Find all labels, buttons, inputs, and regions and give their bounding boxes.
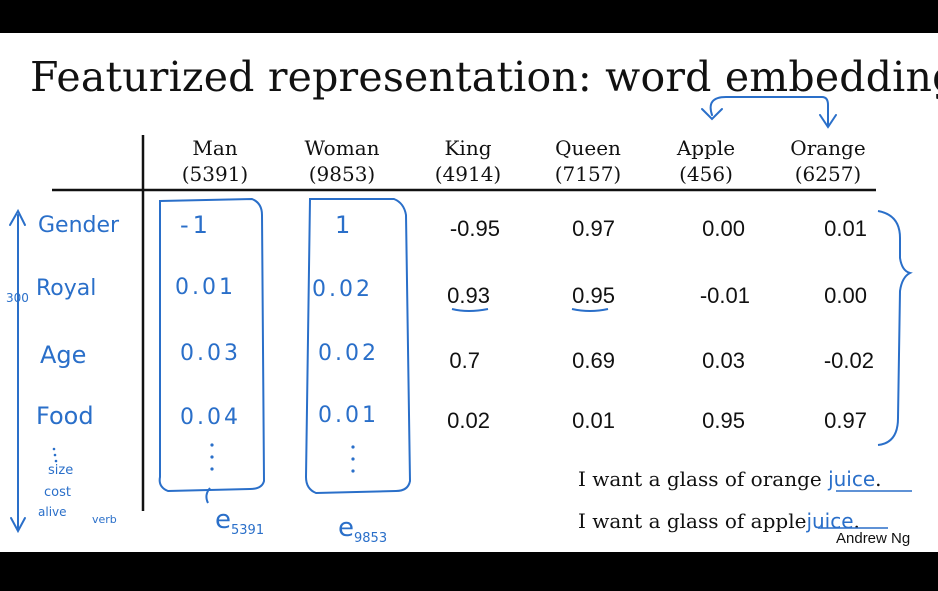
column-index: (7157) xyxy=(554,162,622,186)
apple-value-royal: -0.01 xyxy=(699,283,750,308)
apple-orange-arrow xyxy=(701,96,837,129)
orange-value-food: 0.97 xyxy=(824,408,867,433)
feature-label-size: size xyxy=(48,463,74,478)
sentence-blank: juice xyxy=(806,509,854,533)
orange-value-age: -0.02 xyxy=(823,348,874,373)
sentence-text: I want a glass of orange xyxy=(578,467,822,491)
embedding-base: e xyxy=(338,513,354,543)
queen-value-food: 0.01 xyxy=(572,408,615,433)
feature-label-alive: alive xyxy=(38,505,67,519)
feature-label-age: Age xyxy=(40,341,87,369)
woman-value-gender: 1 xyxy=(335,211,351,239)
sentence-end: . xyxy=(853,509,860,533)
column-word: Apple xyxy=(676,136,736,160)
queen-royal-underline xyxy=(571,308,609,312)
feature-vector-brace xyxy=(877,210,913,446)
queen-value-gender: 0.97 xyxy=(572,216,615,241)
column-word: Woman xyxy=(304,136,380,160)
column-index: (9853) xyxy=(308,162,376,186)
embedding-label-woman: e9853 xyxy=(338,513,387,546)
king-value-food: 0.02 xyxy=(447,408,490,433)
feature-label-royal: Royal xyxy=(36,276,97,301)
column-header-woman: Woman (9853) xyxy=(282,135,402,187)
feature-label-food: Food xyxy=(36,402,94,430)
woman-embedding-box xyxy=(304,198,412,495)
column-word: Orange xyxy=(790,136,866,160)
embedding-subscript: 5391 xyxy=(231,523,265,539)
continuation-dots xyxy=(52,443,355,473)
feature-label-cost: cost xyxy=(44,485,71,500)
column-header-king: King (4914) xyxy=(408,135,528,187)
slide-title: Featurized representation: word embeddin… xyxy=(30,53,938,101)
woman-value-age: 0.02 xyxy=(318,341,379,366)
column-word: Man xyxy=(192,136,238,160)
column-header-man: Man (5391) xyxy=(155,135,275,187)
column-header-orange: Orange (6257) xyxy=(768,135,888,187)
man-value-food: 0.04 xyxy=(180,405,241,430)
sentence-end: . xyxy=(875,467,882,491)
apple-value-food: 0.95 xyxy=(702,408,745,433)
column-index: (456) xyxy=(679,162,733,186)
man-value-gender: -1 xyxy=(180,211,212,239)
column-header-apple: Apple (456) xyxy=(646,135,766,187)
apple-value-age: 0.03 xyxy=(702,348,745,373)
queen-value-royal: 0.95 xyxy=(572,283,615,308)
author-credit: Andrew Ng xyxy=(836,530,911,547)
man-embedding-tick xyxy=(205,487,211,504)
queen-value-age: 0.69 xyxy=(572,348,615,373)
embedding-base: e xyxy=(215,505,231,535)
sentence-text: I want a glass of apple xyxy=(578,509,807,533)
column-index: (6257) xyxy=(794,162,862,186)
woman-value-food: 0.01 xyxy=(318,403,379,428)
man-embedding-box xyxy=(158,197,266,493)
orange-value-gender: 0.01 xyxy=(824,216,867,241)
embedding-subscript: 9853 xyxy=(354,531,388,547)
orange-value-royal: 0.00 xyxy=(824,283,867,308)
king-value-age: 0.7 xyxy=(449,348,480,373)
woman-value-royal: 0.02 xyxy=(312,277,373,302)
king-value-royal: 0.93 xyxy=(447,283,490,308)
column-index: (5391) xyxy=(181,162,249,186)
king-royal-underline xyxy=(451,308,489,312)
man-value-royal: 0.01 xyxy=(175,275,236,300)
feature-label-verb: verb xyxy=(92,513,117,526)
apple-value-gender: 0.00 xyxy=(702,216,745,241)
dimension-arrow xyxy=(9,208,26,534)
column-header-queen: Queen (7157) xyxy=(528,135,648,187)
man-value-age: 0.03 xyxy=(180,341,241,366)
king-value-gender: -0.95 xyxy=(449,216,500,241)
annotation-strokes xyxy=(9,96,913,534)
sentence-blank: juice xyxy=(828,467,876,491)
sentence-apple: I want a glass of applejuice. xyxy=(578,509,860,533)
column-word: Queen xyxy=(555,136,621,160)
column-index: (4914) xyxy=(434,162,502,186)
column-word: King xyxy=(444,136,492,160)
sentence-orange: I want a glass of orange juice. xyxy=(578,467,882,491)
slide: Featurized representation: word embeddin… xyxy=(0,33,938,552)
embedding-label-man: e5391 xyxy=(215,505,264,538)
feature-label-gender: Gender xyxy=(38,213,120,238)
